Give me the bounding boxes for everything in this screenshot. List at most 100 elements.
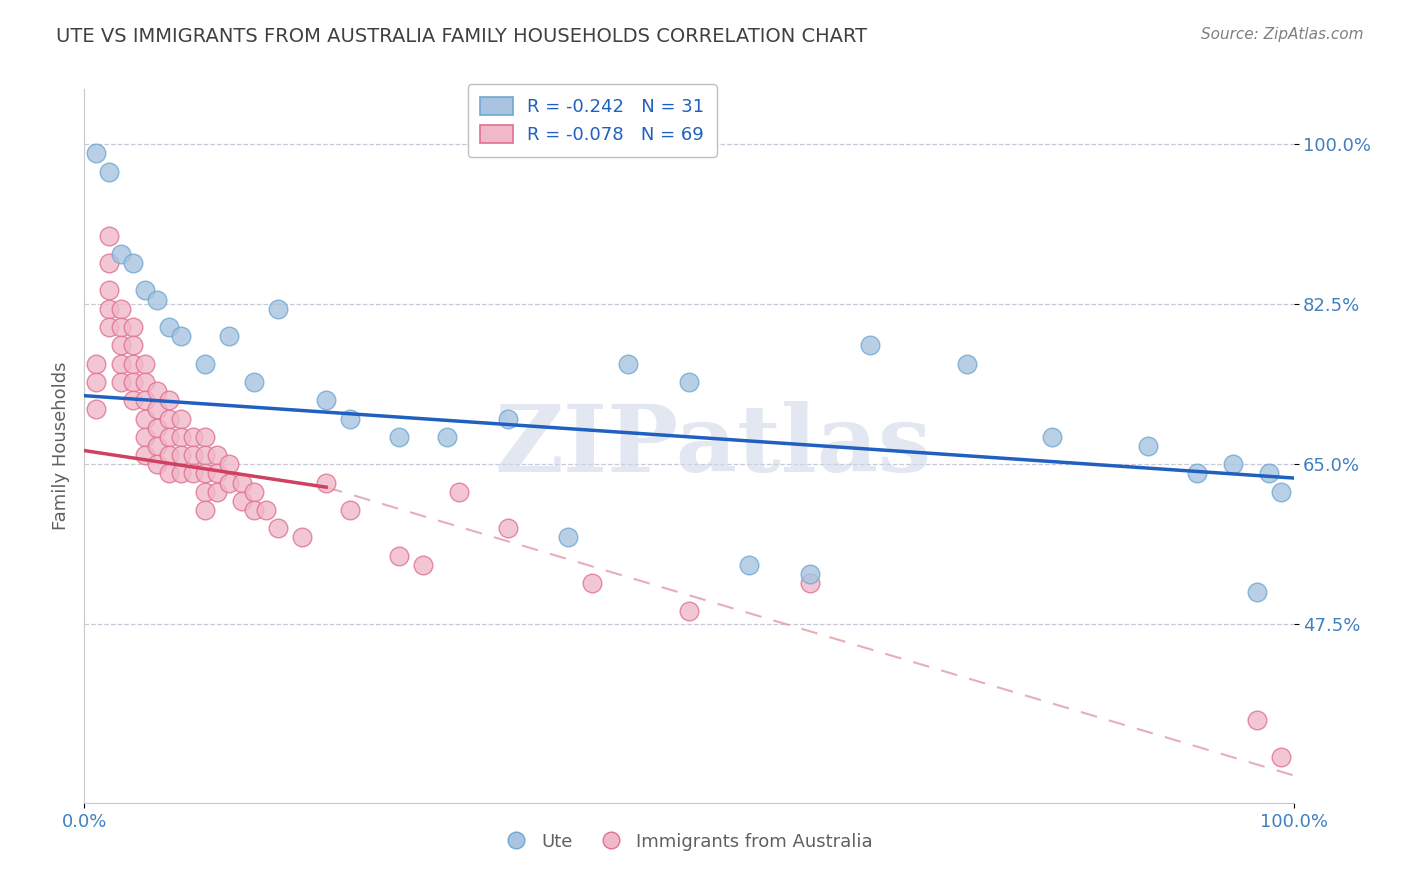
Point — [1040, 430, 1063, 444]
Point — [121, 338, 143, 352]
Text: UTE VS IMMIGRANTS FROM AUSTRALIA FAMILY HOUSEHOLDS CORRELATION CHART: UTE VS IMMIGRANTS FROM AUSTRALIA FAMILY … — [56, 27, 868, 45]
Point — [157, 467, 180, 481]
Point — [388, 430, 411, 444]
Point — [194, 448, 217, 462]
Point — [86, 146, 108, 161]
Point — [799, 576, 821, 591]
Point — [121, 375, 143, 389]
Point — [678, 375, 700, 389]
Point — [170, 430, 193, 444]
Point — [110, 320, 132, 334]
Point — [134, 357, 156, 371]
Point — [86, 357, 108, 371]
Point — [412, 558, 434, 572]
Point — [181, 430, 204, 444]
Point — [1246, 585, 1268, 599]
Point — [1258, 467, 1281, 481]
Point — [97, 256, 120, 270]
Point — [194, 357, 217, 371]
Point — [146, 293, 169, 307]
Point — [738, 558, 761, 572]
Point — [121, 357, 143, 371]
Point — [581, 576, 603, 591]
Point — [242, 503, 264, 517]
Point — [134, 375, 156, 389]
Legend: Ute, Immigrants from Australia: Ute, Immigrants from Australia — [498, 826, 880, 858]
Point — [218, 329, 240, 343]
Point — [170, 329, 193, 343]
Point — [121, 393, 143, 408]
Point — [1246, 714, 1268, 728]
Point — [207, 467, 229, 481]
Point — [170, 467, 193, 481]
Point — [267, 301, 290, 316]
Point — [146, 402, 169, 417]
Point — [146, 439, 169, 453]
Point — [97, 320, 120, 334]
Point — [86, 375, 108, 389]
Point — [194, 467, 217, 481]
Point — [496, 411, 519, 425]
Point — [121, 320, 143, 334]
Point — [157, 448, 180, 462]
Point — [181, 467, 204, 481]
Point — [97, 301, 120, 316]
Point — [557, 531, 579, 545]
Point — [267, 521, 290, 535]
Point — [254, 503, 277, 517]
Text: ZIPatlas: ZIPatlas — [495, 401, 932, 491]
Point — [157, 393, 180, 408]
Point — [146, 384, 169, 398]
Point — [134, 430, 156, 444]
Point — [170, 411, 193, 425]
Y-axis label: Family Households: Family Households — [52, 362, 70, 530]
Point — [157, 411, 180, 425]
Point — [315, 475, 337, 490]
Point — [1270, 484, 1292, 499]
Point — [146, 420, 169, 434]
Point — [110, 375, 132, 389]
Point — [436, 430, 458, 444]
Point — [194, 430, 217, 444]
Point — [242, 484, 264, 499]
Point — [242, 375, 264, 389]
Point — [339, 411, 361, 425]
Point — [121, 256, 143, 270]
Point — [231, 475, 253, 490]
Point — [134, 393, 156, 408]
Point — [956, 357, 979, 371]
Point — [110, 338, 132, 352]
Point — [110, 247, 132, 261]
Point — [207, 484, 229, 499]
Point — [134, 284, 156, 298]
Point — [97, 164, 120, 178]
Point — [388, 549, 411, 563]
Point — [315, 393, 337, 408]
Point — [110, 301, 132, 316]
Point — [110, 357, 132, 371]
Point — [157, 320, 180, 334]
Text: Source: ZipAtlas.com: Source: ZipAtlas.com — [1201, 27, 1364, 42]
Point — [231, 494, 253, 508]
Point — [1222, 458, 1244, 472]
Point — [134, 448, 156, 462]
Point — [181, 448, 204, 462]
Point — [859, 338, 882, 352]
Point — [134, 411, 156, 425]
Point — [799, 567, 821, 582]
Point — [449, 484, 471, 499]
Point — [207, 448, 229, 462]
Point — [170, 448, 193, 462]
Point — [194, 484, 217, 499]
Point — [1185, 467, 1208, 481]
Point — [157, 430, 180, 444]
Point — [146, 458, 169, 472]
Point — [1137, 439, 1160, 453]
Point — [97, 228, 120, 243]
Point — [86, 402, 108, 417]
Point — [97, 284, 120, 298]
Point — [218, 475, 240, 490]
Point — [339, 503, 361, 517]
Point — [678, 604, 700, 618]
Point — [496, 521, 519, 535]
